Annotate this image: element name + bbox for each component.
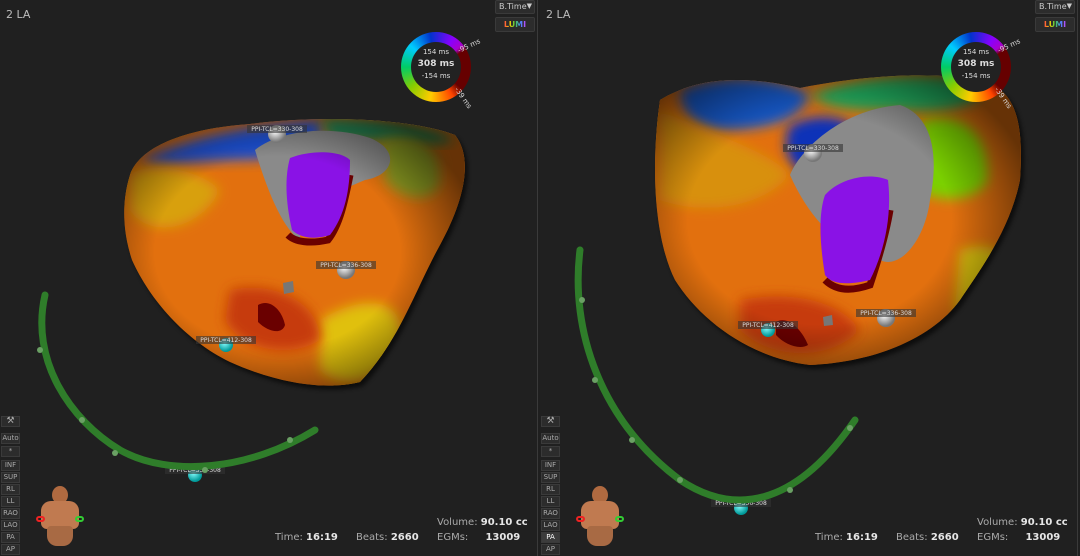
color-wheel[interactable]: 154 ms 308 ms -154 ms -95 ms -39 ms	[941, 32, 1022, 110]
lumi-label: LUMI	[503, 20, 527, 29]
hammer-icon: ⚒	[6, 416, 15, 426]
point-label-bg	[738, 321, 798, 329]
catheter-shaft	[38, 291, 319, 471]
egms-readout: EGMs: 13009	[437, 532, 521, 543]
view-button-sup[interactable]: SUP	[1, 472, 20, 483]
wheel-lower: -154 ms	[421, 72, 451, 80]
view-button-star[interactable]: *	[541, 446, 560, 457]
map-viewport-right[interactable]: PPI-TCL=330-308 PPI-TCL=336-308 PPI-TCL=41…	[540, 0, 1078, 556]
electrode	[847, 425, 853, 431]
point-label-bg	[247, 125, 307, 133]
tag-point[interactable]: PPI-TCL=336-308	[316, 261, 376, 279]
wheel-center: 308 ms	[957, 59, 995, 69]
electrode	[37, 347, 43, 353]
lumi-button[interactable]: LUMI	[1035, 17, 1075, 32]
time-readout: Time: 16:19	[815, 532, 878, 543]
electrode	[202, 467, 208, 473]
catheter	[37, 291, 319, 473]
egms-readout: EGMs: 13009	[977, 532, 1061, 543]
view-button-sup[interactable]: SUP	[541, 472, 560, 483]
view-button-rl[interactable]: RL	[541, 484, 560, 495]
wheel-lower: -154 ms	[961, 72, 991, 80]
time-readout: Time: 16:19	[275, 532, 338, 543]
map-title: 2 LA	[546, 8, 571, 21]
point-label: PPI-TCL=336-308	[320, 262, 372, 269]
catheter	[574, 246, 859, 504]
point-label-bg	[316, 261, 376, 269]
color-wheel[interactable]: 154 ms 308 ms -154 ms -95 ms -39 ms	[401, 32, 482, 110]
map-viewport-left[interactable]: PPI-TCL=330-308 PPI-TCL=336-308 PPI-TCL=41…	[0, 0, 538, 556]
point-label: PPI-TCL=330-308	[251, 126, 303, 133]
view-button-auto[interactable]: Auto	[541, 433, 560, 444]
map-scene[interactable]: PPI-TCL=330-308 PPI-TCL=336-308 PPI-TCL=41…	[0, 0, 538, 556]
volume-readout: Volume: 90.10 cc	[977, 517, 1068, 528]
view-button-ll[interactable]: LL	[1, 496, 20, 507]
tag-point[interactable]: PPI-TCL=412-308	[738, 321, 798, 337]
lumi-button[interactable]: LUMI	[495, 17, 535, 32]
view-button-lao[interactable]: LAO	[541, 520, 560, 531]
electrode	[579, 297, 585, 303]
wheel-upper: 154 ms	[422, 48, 450, 56]
point-label: PPI-TCL=330-308	[787, 145, 839, 152]
hammer-icon: ⚒	[546, 416, 555, 426]
view-button-rao[interactable]: RAO	[1, 508, 20, 519]
tag-point[interactable]: PPI-TCL=336-308	[856, 309, 916, 327]
tag-point[interactable]: PPI-TCL=330-308	[783, 144, 843, 162]
electrode	[287, 437, 293, 443]
tool-button[interactable]: ⚒	[541, 416, 560, 427]
electrode	[112, 450, 118, 456]
map-shading	[124, 119, 465, 386]
activation-map[interactable]: PPI-TCL=330-308 PPI-TCL=336-308 PPI-TCL=41…	[124, 118, 468, 482]
point-label: PPI-TCL=412-308	[200, 337, 252, 344]
view-button-lao[interactable]: LAO	[1, 520, 20, 531]
map-mode-dropdown[interactable]: B.Time ▼	[1035, 0, 1075, 14]
beats-readout: Beats: 2660	[896, 532, 959, 543]
map-mode-value: B.Time	[499, 2, 527, 11]
point-label-bg	[856, 309, 916, 317]
orientation-torso[interactable]	[36, 486, 84, 548]
wheel-center: 308 ms	[417, 59, 455, 69]
activation-map[interactable]: PPI-TCL=330-308 PPI-TCL=336-308 PPI-TCL=41…	[655, 75, 1024, 515]
map-mode-dropdown[interactable]: B.Time ▼	[495, 0, 535, 14]
view-button-inf[interactable]: INF	[1, 460, 20, 471]
view-button-inf[interactable]: INF	[541, 460, 560, 471]
map-title: 2 LA	[6, 8, 31, 21]
chevron-down-icon: ▼	[1066, 2, 1072, 10]
volume-readout: Volume: 90.10 cc	[437, 517, 528, 528]
view-button-pa[interactable]: PA	[541, 532, 560, 543]
point-label-bg	[196, 336, 256, 344]
beats-readout: Beats: 2660	[356, 532, 419, 543]
electrode	[629, 437, 635, 443]
chevron-down-icon: ▼	[526, 2, 532, 10]
electrode	[677, 477, 683, 483]
view-button-ll[interactable]: LL	[541, 496, 560, 507]
map-mode-value: B.Time	[1039, 2, 1067, 11]
point-label: PPI-TCL=412-308	[742, 322, 794, 329]
electrode	[787, 487, 793, 493]
view-button-pa[interactable]: PA	[1, 532, 20, 543]
view-button-ap[interactable]: AP	[541, 544, 560, 555]
view-button-ap[interactable]: AP	[1, 544, 20, 555]
map-scene[interactable]: PPI-TCL=330-308 PPI-TCL=336-308 PPI-TCL=41…	[540, 0, 1078, 556]
electrode	[592, 377, 598, 383]
view-button-auto[interactable]: Auto	[1, 433, 20, 444]
electrode	[79, 417, 85, 423]
orientation-torso[interactable]	[576, 486, 624, 548]
tool-button[interactable]: ⚒	[1, 416, 20, 427]
point-label: PPI-TCL=336-308	[860, 310, 912, 317]
map-shading	[655, 75, 1021, 366]
view-button-rl[interactable]: RL	[1, 484, 20, 495]
wheel-upper: 154 ms	[962, 48, 990, 56]
point-label-bg	[783, 144, 843, 152]
view-button-rao[interactable]: RAO	[541, 508, 560, 519]
point-label: PPI-TCL=356-308	[169, 467, 221, 474]
tag-point[interactable]: PPI-TCL=412-308	[196, 336, 256, 352]
lumi-label: LUMI	[1043, 20, 1067, 29]
view-button-star[interactable]: *	[1, 446, 20, 457]
tag-point[interactable]: PPI-TCL=330-308	[247, 125, 307, 143]
